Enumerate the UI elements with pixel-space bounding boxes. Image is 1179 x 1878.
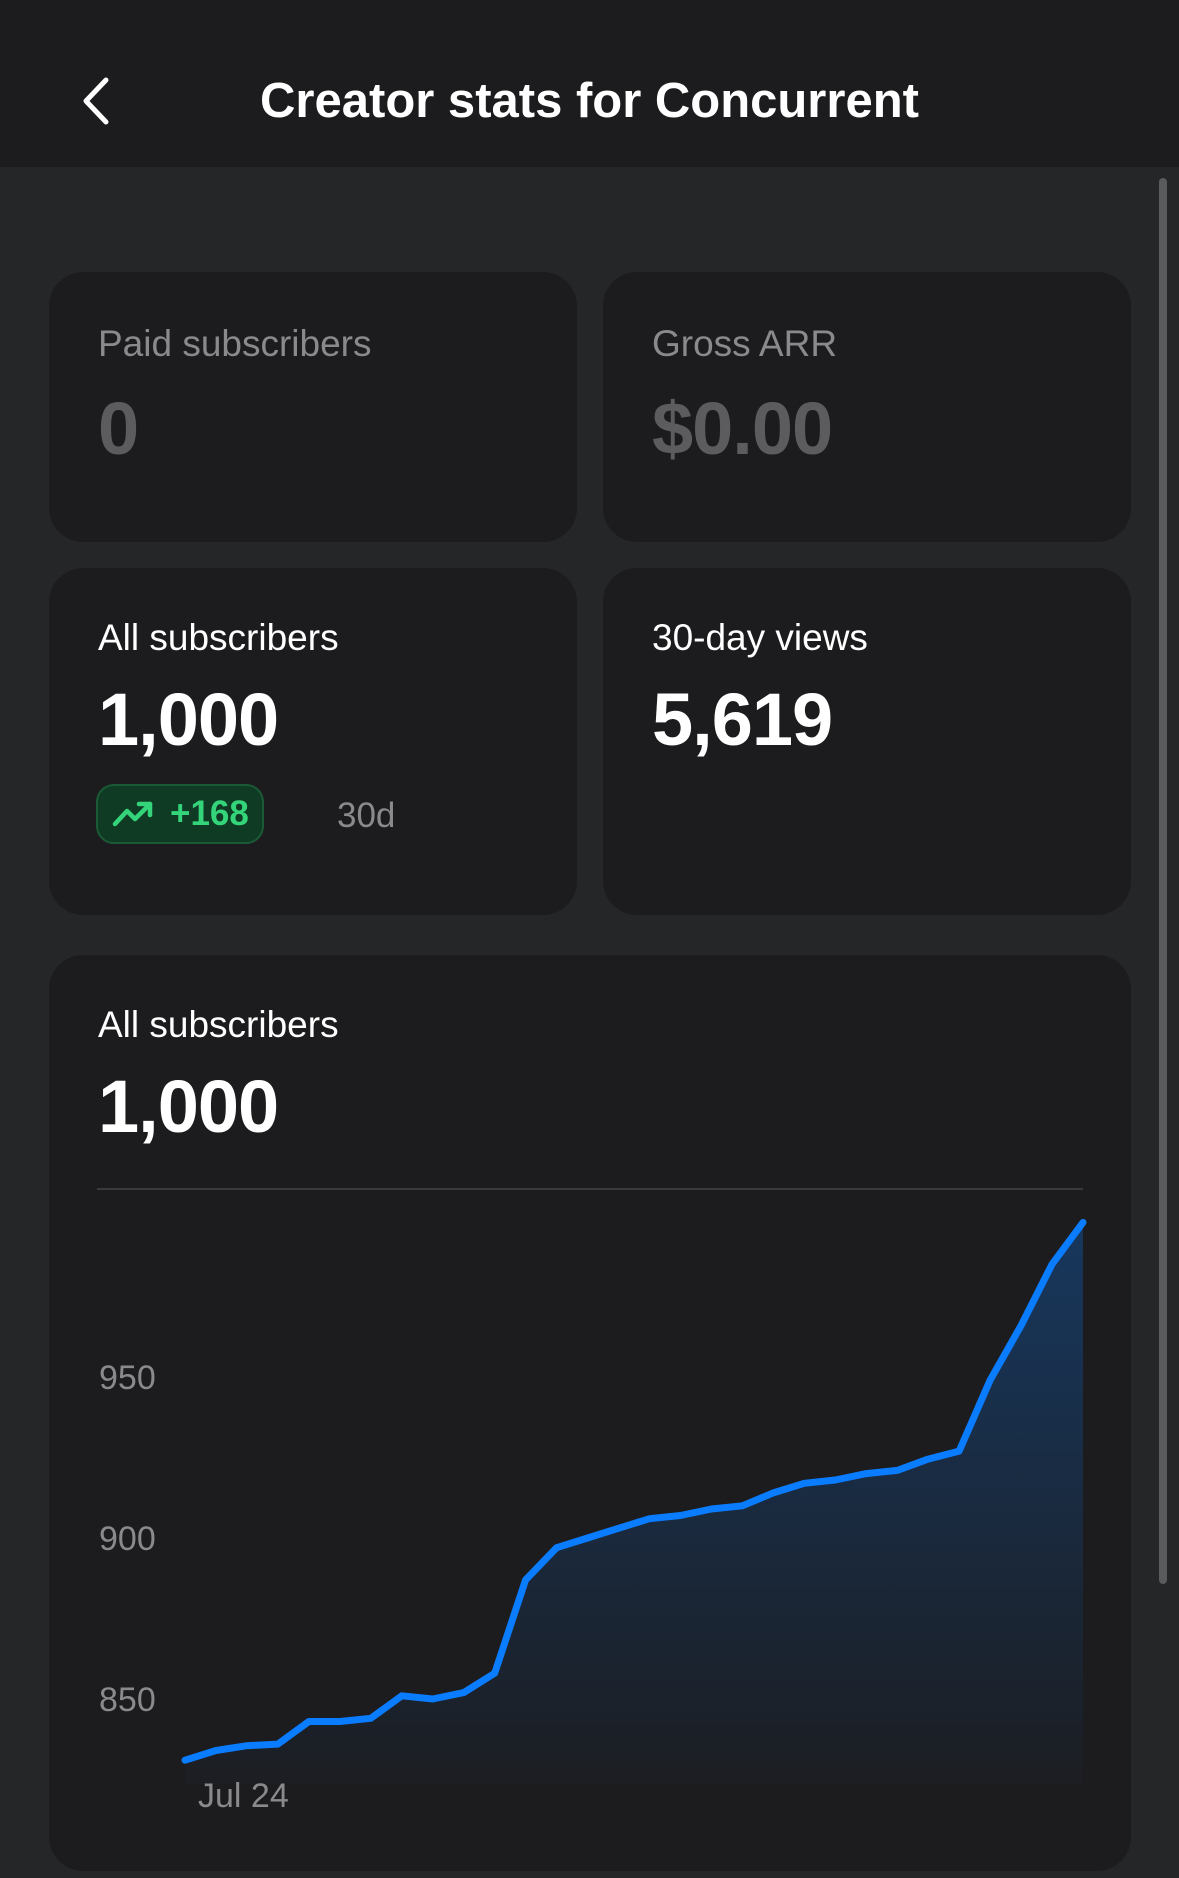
chart-point — [863, 1471, 869, 1477]
subscribers-chart-card: All subscribers 1,000 850 900 950 Jul 24 — [49, 955, 1131, 1871]
gross-arr-card: Gross ARR $0.00 — [603, 272, 1131, 542]
chart-point — [368, 1715, 374, 1721]
subscriber-delta-badge: +168 — [96, 784, 264, 844]
chart-point — [616, 1525, 622, 1531]
chart-point — [1018, 1322, 1024, 1328]
y-tick-label: 850 — [99, 1681, 156, 1719]
views-value: 5,619 — [652, 678, 833, 761]
chart-point — [739, 1503, 745, 1509]
paid-subscribers-card: Paid subscribers 0 — [49, 272, 577, 542]
chart-point — [770, 1490, 776, 1496]
chart-point — [646, 1516, 652, 1522]
gross-arr-value: $0.00 — [652, 387, 833, 470]
subscriber-delta-value: +168 — [170, 794, 249, 833]
chart-point — [182, 1757, 188, 1763]
views-card[interactable]: 30-day views 5,619 — [603, 568, 1131, 915]
chart-point — [1049, 1261, 1055, 1267]
chart-point — [213, 1748, 219, 1754]
chart-label: All subscribers — [98, 1004, 339, 1045]
chart-value: 1,000 — [98, 1065, 279, 1148]
views-label: 30-day views — [652, 617, 868, 658]
chart-point — [987, 1377, 993, 1383]
chart-point — [677, 1512, 683, 1518]
chart-area-fill — [185, 1222, 1083, 1784]
chart-point — [554, 1545, 560, 1551]
trending-up-icon — [112, 801, 153, 827]
chart-divider — [97, 1188, 1083, 1190]
chart-point — [275, 1741, 281, 1747]
paid-subscribers-label: Paid subscribers — [98, 323, 372, 364]
chevron-left-icon — [83, 77, 109, 125]
back-button[interactable] — [66, 66, 126, 136]
y-tick-label: 950 — [99, 1359, 156, 1397]
chart-point — [337, 1719, 343, 1725]
chart-point — [1080, 1219, 1086, 1225]
chart-point — [492, 1670, 498, 1676]
gross-arr-label: Gross ARR — [652, 323, 838, 364]
chart-point — [925, 1456, 931, 1462]
chart-point — [894, 1467, 900, 1473]
top-bar: Creator stats for Concurrent — [0, 0, 1179, 167]
y-tick-label: 900 — [99, 1520, 156, 1558]
chart-point — [430, 1696, 436, 1702]
chart-point — [306, 1719, 312, 1725]
page-title: Creator stats for Concurrent — [260, 74, 919, 128]
chart-point — [244, 1743, 250, 1749]
all-subscribers-value: 1,000 — [98, 678, 279, 761]
chart-point — [956, 1448, 962, 1454]
chart-point — [523, 1577, 529, 1583]
all-subscribers-card[interactable]: All subscribers 1,000 +168 30d — [49, 568, 577, 915]
chart-series-line — [181, 1218, 1087, 1764]
chart-point — [461, 1690, 467, 1696]
chart-point — [801, 1480, 807, 1486]
chart-point — [399, 1693, 405, 1699]
chart-point — [708, 1506, 714, 1512]
paid-subscribers-value: 0 — [98, 387, 139, 470]
chart-point — [585, 1535, 591, 1541]
subscriber-delta-period: 30d — [337, 796, 396, 835]
chart-point — [832, 1477, 838, 1483]
all-subscribers-label: All subscribers — [98, 617, 339, 658]
scrollbar[interactable] — [1159, 178, 1167, 1584]
